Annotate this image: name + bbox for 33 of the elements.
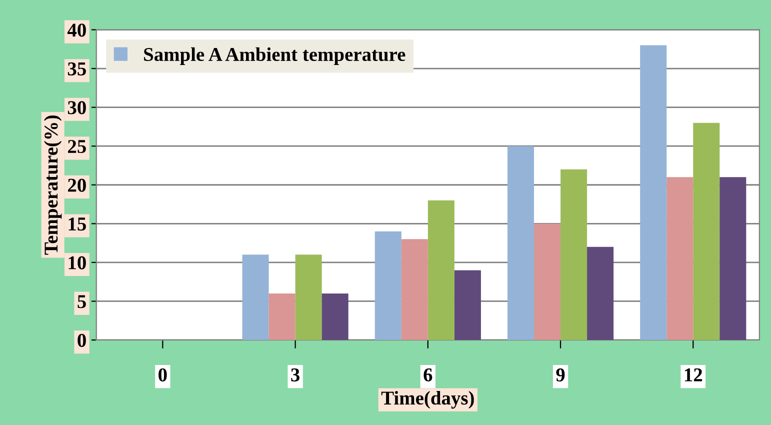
bar bbox=[666, 177, 694, 340]
bar bbox=[507, 146, 534, 340]
bar bbox=[640, 45, 667, 340]
bar bbox=[428, 200, 454, 340]
x-tick-label: 12 bbox=[684, 368, 702, 382]
y-tick-label: 10 bbox=[68, 256, 86, 270]
y-tick-label: 30 bbox=[68, 101, 86, 114]
y-tick-label: 20 bbox=[68, 178, 86, 192]
y-axis-title: Temperature(%) bbox=[44, 116, 62, 255]
bar bbox=[534, 224, 561, 340]
bar bbox=[322, 293, 348, 340]
legend-label: Sample A Ambient temperature bbox=[144, 47, 406, 65]
bar bbox=[720, 177, 746, 340]
y-tick-label: 15 bbox=[68, 218, 86, 231]
bar bbox=[693, 122, 720, 340]
bar bbox=[560, 169, 588, 340]
bar bbox=[587, 246, 614, 340]
bar bbox=[242, 254, 269, 340]
bar bbox=[374, 231, 402, 340]
y-tick-label: 0 bbox=[78, 334, 86, 347]
bar bbox=[268, 293, 296, 340]
x-tick-label: 3 bbox=[291, 368, 300, 382]
x-tick-label: 6 bbox=[424, 368, 432, 382]
y-tick-label: 35 bbox=[68, 62, 86, 76]
bar bbox=[295, 254, 322, 340]
x-axis-title: Time(days) bbox=[381, 390, 474, 409]
bar bbox=[401, 239, 428, 340]
bar bbox=[454, 270, 481, 340]
y-tick-label: 25 bbox=[68, 140, 86, 154]
x-tick-label: 0 bbox=[158, 368, 167, 382]
y-tick-label: 5 bbox=[78, 295, 86, 308]
x-tick-label: 9 bbox=[556, 368, 565, 382]
y-tick-label: 40 bbox=[67, 24, 86, 37]
